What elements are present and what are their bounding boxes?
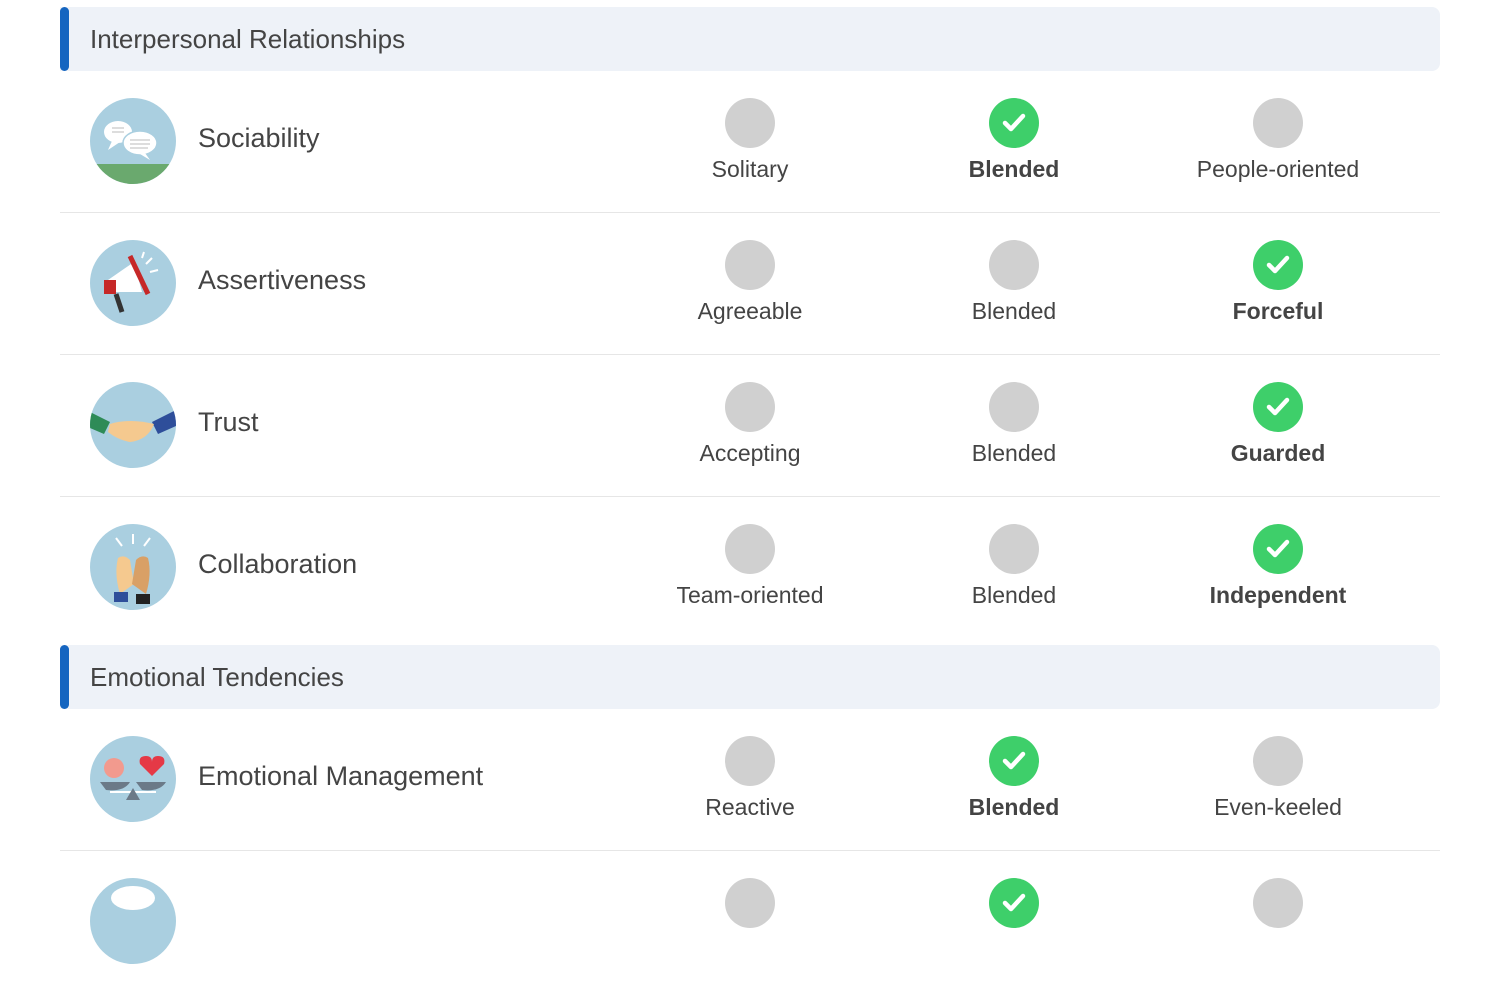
trait-option: Blended bbox=[894, 736, 1134, 821]
trait-option: Independent bbox=[1158, 524, 1398, 609]
check-circle-icon bbox=[989, 98, 1039, 148]
handshake-icon bbox=[90, 382, 176, 468]
empty-circle-icon bbox=[725, 524, 775, 574]
trait-option: Reactive bbox=[630, 736, 870, 821]
empty-circle-icon bbox=[1253, 736, 1303, 786]
empty-circle-icon bbox=[989, 240, 1039, 290]
trait-name: Assertiveness bbox=[198, 265, 367, 295]
option-label: Agreeable bbox=[697, 298, 803, 324]
option-label: Independent bbox=[1209, 582, 1347, 608]
option-label: Blended bbox=[971, 582, 1057, 608]
option-label: Forceful bbox=[1232, 298, 1324, 324]
trait-option: Solitary bbox=[630, 98, 870, 183]
option-label: Team-oriented bbox=[676, 582, 824, 608]
trait-option: People-oriented bbox=[1158, 98, 1398, 183]
trait-option bbox=[630, 878, 870, 936]
trait-option: Blended bbox=[894, 382, 1134, 467]
trait-option: Blended bbox=[894, 98, 1134, 183]
empty-circle-icon bbox=[989, 382, 1039, 432]
personality-report: Interpersonal Relationships Sociability … bbox=[60, 7, 1440, 992]
option-label: Blended bbox=[968, 794, 1060, 820]
empty-circle-icon bbox=[989, 524, 1039, 574]
trait-row: Trust Accepting Blended Guarded bbox=[60, 355, 1440, 497]
trait-option: Even-keeled bbox=[1158, 736, 1398, 821]
cloud-icon bbox=[90, 878, 176, 964]
check-circle-icon bbox=[1253, 240, 1303, 290]
empty-circle-icon bbox=[725, 240, 775, 290]
brain-heart-scale-icon bbox=[90, 736, 176, 822]
trait-row: Emotional Management Reactive Blended Ev… bbox=[60, 709, 1440, 851]
option-label: Blended bbox=[968, 156, 1060, 182]
trait-name: Trust bbox=[198, 407, 259, 437]
option-label: Reactive bbox=[705, 794, 795, 820]
option-label: Blended bbox=[971, 298, 1057, 324]
trait-row: Sociability Solitary Blended People-orie… bbox=[60, 71, 1440, 213]
trait-option: Blended bbox=[894, 524, 1134, 609]
section-title: Emotional Tendencies bbox=[90, 661, 344, 692]
empty-circle-icon bbox=[1253, 98, 1303, 148]
empty-circle-icon bbox=[725, 878, 775, 928]
trait-row: Collaboration Team-oriented Blended Inde… bbox=[60, 497, 1440, 638]
check-circle-icon bbox=[989, 736, 1039, 786]
trait-option: Guarded bbox=[1158, 382, 1398, 467]
empty-circle-icon bbox=[725, 382, 775, 432]
empty-circle-icon bbox=[725, 98, 775, 148]
option-label: Even-keeled bbox=[1214, 794, 1342, 820]
trait-option: Team-oriented bbox=[630, 524, 870, 609]
trait-option: Blended bbox=[894, 240, 1134, 325]
trait-row: Assertiveness Agreeable Blended Forceful bbox=[60, 213, 1440, 355]
trait-name: Collaboration bbox=[198, 549, 358, 579]
empty-circle-icon bbox=[725, 736, 775, 786]
option-label: People-oriented bbox=[1196, 156, 1360, 182]
section-header: Emotional Tendencies bbox=[60, 645, 1440, 709]
high-five-icon bbox=[90, 524, 176, 610]
megaphone-icon bbox=[90, 240, 176, 326]
accent-bar bbox=[60, 645, 69, 709]
trait-option bbox=[894, 878, 1134, 936]
section-header: Interpersonal Relationships bbox=[60, 7, 1440, 71]
speech-bubbles-icon bbox=[90, 98, 176, 184]
trait-option bbox=[1158, 878, 1398, 936]
accent-bar bbox=[60, 7, 69, 71]
section-title: Interpersonal Relationships bbox=[90, 23, 406, 54]
option-label: Guarded bbox=[1230, 440, 1326, 466]
option-label: Accepting bbox=[699, 440, 801, 466]
trait-name: Sociability bbox=[198, 123, 320, 153]
option-label: Blended bbox=[971, 440, 1057, 466]
trait-option: Agreeable bbox=[630, 240, 870, 325]
check-circle-icon bbox=[989, 878, 1039, 928]
check-circle-icon bbox=[1253, 524, 1303, 574]
check-circle-icon bbox=[1253, 382, 1303, 432]
trait-option: Forceful bbox=[1158, 240, 1398, 325]
empty-circle-icon bbox=[1253, 878, 1303, 928]
trait-option: Accepting bbox=[630, 382, 870, 467]
trait-name: Emotional Management bbox=[198, 761, 484, 791]
option-label: Solitary bbox=[711, 156, 789, 182]
trait-row bbox=[60, 851, 1440, 992]
